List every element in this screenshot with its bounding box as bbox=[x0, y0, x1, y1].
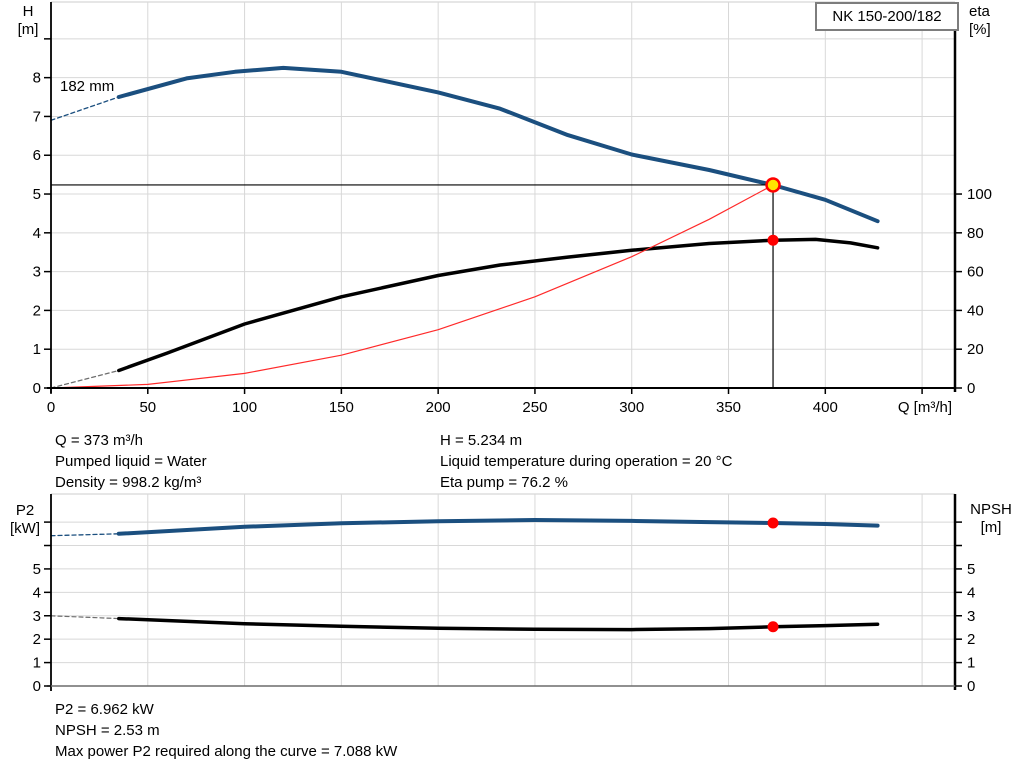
power-info-block: P2 = 6.962 kW NPSH = 2.53 m Max power P2… bbox=[55, 699, 397, 762]
head-curve-dashed-extension bbox=[50, 96, 120, 121]
info-q: Q = 373 m³/h bbox=[55, 432, 143, 449]
impeller-diameter-label: 182 mm bbox=[60, 78, 115, 95]
tick-label: 100 bbox=[967, 186, 992, 203]
tick-label: 2 bbox=[967, 631, 975, 648]
info-pumped-liquid: Pumped liquid = Water bbox=[55, 453, 207, 470]
tick-label: 6 bbox=[33, 147, 41, 164]
eta-point-marker[interactable] bbox=[767, 234, 779, 246]
tick-label: 80 bbox=[967, 225, 984, 242]
tick-label: 3 bbox=[967, 608, 975, 625]
tick-label: 4 bbox=[33, 584, 41, 601]
pump-model-box: NK 150-200/182 bbox=[815, 2, 959, 31]
tick-label: 150 bbox=[329, 399, 354, 416]
q-axis-title: Q [m³/h] bbox=[897, 399, 952, 416]
tick-label: 8 bbox=[33, 70, 41, 87]
tick-label: 4 bbox=[33, 225, 41, 242]
info-p2: P2 = 6.962 kW bbox=[55, 701, 154, 718]
tick-label: 2 bbox=[33, 302, 41, 319]
tick-label: 60 bbox=[967, 264, 984, 281]
duty-point-marker[interactable] bbox=[765, 177, 781, 193]
p2-point-marker[interactable] bbox=[767, 517, 779, 529]
tick-label: 1 bbox=[33, 341, 41, 358]
tick-label: 5 bbox=[33, 561, 41, 578]
tick-label: 5 bbox=[967, 561, 975, 578]
tick-label: 5 bbox=[33, 186, 41, 203]
p2-axis-title: P2 [kW] bbox=[10, 502, 40, 537]
tick-label: 2 bbox=[33, 631, 41, 648]
info-npsh: NPSH = 2.53 m bbox=[55, 722, 160, 739]
tick-label: 0 bbox=[967, 678, 975, 695]
npsh-axis-title: NPSH [m] bbox=[970, 501, 1012, 536]
head-curve-182mm bbox=[116, 65, 880, 224]
eta-curve bbox=[117, 237, 880, 373]
eta-axis-title: eta [%] bbox=[969, 3, 991, 38]
tick-label: 0 bbox=[33, 678, 41, 695]
npsh-curve bbox=[117, 616, 880, 632]
eta-curve-dashed-extension bbox=[50, 369, 120, 389]
tick-label: 400 bbox=[813, 399, 838, 416]
h-axis-title: H [m] bbox=[17, 3, 39, 38]
pump-model-label: NK 150-200/182 bbox=[832, 8, 942, 25]
tick-label: 0 bbox=[967, 380, 975, 397]
info-eta-pump: Eta pump = 76.2 % bbox=[440, 474, 568, 491]
tick-label: 50 bbox=[139, 399, 156, 416]
p2-curve bbox=[116, 518, 880, 536]
info-h: H = 5.234 m bbox=[440, 432, 523, 449]
info-liquid-temp: Liquid temperature during operation = 20… bbox=[440, 453, 733, 470]
duty-info-right: H = 5.234 m Liquid temperature during op… bbox=[440, 430, 732, 493]
tick-label: 1 bbox=[967, 655, 975, 672]
p2-curve-dashed-extension bbox=[50, 533, 120, 537]
duty-info-left: Q = 373 m³/h Pumped liquid = Water Densi… bbox=[55, 430, 207, 493]
tick-label: 20 bbox=[967, 341, 984, 358]
tick-label: 300 bbox=[619, 399, 644, 416]
tick-label: 3 bbox=[33, 264, 41, 281]
system-curve bbox=[50, 184, 774, 389]
tick-label: 350 bbox=[716, 399, 741, 416]
tick-label: 200 bbox=[426, 399, 451, 416]
tick-label: 40 bbox=[967, 302, 984, 319]
tick-label: 4 bbox=[967, 584, 975, 601]
tick-label: 1 bbox=[33, 655, 41, 672]
tick-label: 100 bbox=[232, 399, 257, 416]
tick-label: 0 bbox=[33, 380, 41, 397]
tick-label: 7 bbox=[33, 108, 41, 125]
info-density: Density = 998.2 kg/m³ bbox=[55, 474, 202, 491]
info-max-p2: Max power P2 required along the curve = … bbox=[55, 743, 398, 760]
tick-label: 3 bbox=[33, 608, 41, 625]
tick-label: 0 bbox=[47, 399, 55, 416]
npsh-curve-dashed-extension bbox=[50, 615, 120, 620]
npsh-point-marker[interactable] bbox=[767, 621, 779, 633]
tick-label: 250 bbox=[522, 399, 547, 416]
